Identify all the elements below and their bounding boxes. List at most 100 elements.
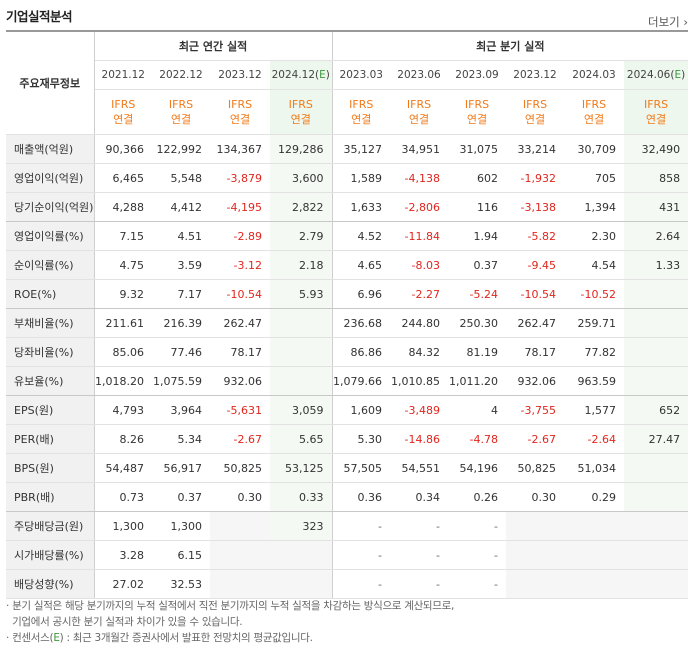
table-cell: -14.86 [390, 424, 449, 454]
ifrs-basis-header: IFRS 연결 [506, 89, 565, 135]
table-cell: 57,505 [332, 453, 391, 483]
table-cell: 27.02 [94, 569, 152, 599]
table-cell: 3.28 [94, 540, 152, 570]
row-label: 매출액(억원) [6, 134, 95, 164]
table-cell [564, 511, 625, 541]
table-cell: 77.82 [564, 337, 625, 367]
table-row: 영업이익(억원) 6,465 5,548 -3,879 3,600 1,589 -4,138… [6, 163, 689, 193]
footnote-3-prefix: · 컨센서스( [6, 632, 54, 644]
table-cell: 858 [624, 163, 689, 193]
table-cell [270, 308, 333, 338]
table-cell: 5.30 [332, 424, 391, 454]
table-cell: 652 [624, 395, 689, 425]
table-cell: 1,394 [564, 192, 625, 222]
group-annual-header: 최근 연간 실적 [94, 32, 333, 61]
more-link[interactable]: 더보기 › [648, 14, 688, 30]
ifrs-label: IFRS [227, 98, 253, 111]
row-label: 배당성향(%) [6, 569, 95, 599]
ifrs-basis-header: IFRS 연결 [270, 89, 333, 135]
table-cell [624, 569, 689, 599]
table-cell [624, 540, 689, 570]
table-row: 영업이익률(%) 7.15 4.51 -2.89 2.79 4.52 -11.84 1.94-… [6, 221, 689, 251]
table-row: 부채비율(%) 211.61 216.39 262.47 236.68 244.80 250… [6, 308, 689, 338]
table-cell: 1,609 [332, 395, 391, 425]
table-cell: - [390, 540, 449, 570]
row-label: EPS(원) [6, 395, 95, 425]
table-cell: 53,125 [270, 453, 333, 483]
table-cell: - [332, 540, 391, 570]
table-cell: 4.52 [332, 221, 391, 251]
period-header: 2023.12 [506, 60, 565, 90]
table-cell: -10.54 [210, 279, 270, 309]
table-cell: 4.51 [152, 221, 210, 251]
table-row: 매출액(억원) 90,366 122,992 134,367 129,286 35,127… [6, 134, 689, 164]
table-cell: 4 [448, 395, 507, 425]
table-cell: 4,793 [94, 395, 152, 425]
table-cell: 90,366 [94, 134, 152, 164]
table-cell: 5.93 [270, 279, 333, 309]
ifrs-label: IFRS [406, 98, 432, 111]
table-cell: -2,806 [390, 192, 449, 222]
table-cell: 50,825 [210, 453, 270, 483]
period-header: 2024.03 [564, 60, 625, 90]
table-cell: - [448, 540, 507, 570]
ifrs-label: IFRS [168, 98, 194, 111]
period-header: 2023.12 [210, 60, 270, 90]
table-row: PBR(배) 0.73 0.37 0.30 0.33 0.36 0.34 0.26 0.30 0.… [6, 482, 689, 512]
table-cell: -10.52 [564, 279, 625, 309]
table-cell: 5.65 [270, 424, 333, 454]
period-header: 2023.03 [332, 60, 391, 90]
table-cell: 1,079.66 [332, 366, 391, 396]
table-cell [270, 540, 333, 570]
table-cell: -8.03 [390, 250, 449, 280]
table-cell: -1,932 [506, 163, 565, 193]
table-cell: 1,018.20 [94, 366, 152, 396]
table-cell: 1,633 [332, 192, 391, 222]
table-cell: 50,825 [506, 453, 565, 483]
ifrs-basis-header: IFRS 연결 [94, 89, 152, 135]
footnote-3-estimate-mark: E [53, 632, 60, 644]
row-label: BPS(원) [6, 453, 95, 483]
table-cell [210, 540, 270, 570]
group-quarter-header: 최근 분기 실적 [332, 32, 689, 61]
table-cell: 216.39 [152, 308, 210, 338]
table-cell: -2.64 [564, 424, 625, 454]
ifrs-basis-header: IFRS 연결 [448, 89, 507, 135]
ifrs-label: IFRS [111, 98, 136, 111]
footnotes: · 분기 실적은 해당 분기까지의 누적 실적에서 직전 분기까지의 누적 실적… [6, 598, 454, 646]
table-cell [624, 482, 689, 512]
table-cell [210, 569, 270, 599]
table-cell: - [332, 569, 391, 599]
table-cell: 2.18 [270, 250, 333, 280]
ifrs-basis-header: IFRS 연결 [564, 89, 625, 135]
period-header: 2023.09 [448, 60, 507, 90]
table-cell: 1.94 [448, 221, 507, 251]
ifrs-label: IFRS [464, 98, 490, 111]
section-title: 기업실적분석 [6, 9, 73, 24]
table-cell: 85.06 [94, 337, 152, 367]
table-cell: 2.64 [624, 221, 689, 251]
table-cell: 33,214 [506, 134, 565, 164]
table-row: 당좌비율(%) 85.06 77.46 78.17 86.86 84.32 81.19 78.… [6, 337, 689, 367]
table-cell [506, 511, 565, 541]
table-cell: 1,577 [564, 395, 625, 425]
table-cell: -9.45 [506, 250, 565, 280]
footnote-1: · 분기 실적은 해당 분기까지의 누적 실적에서 직전 분기까지의 누적 실적… [6, 600, 455, 612]
table-cell: 54,551 [390, 453, 449, 483]
table-cell: 0.34 [390, 482, 449, 512]
table-cell [564, 540, 625, 570]
table-cell: 3,964 [152, 395, 210, 425]
table-cell: 78.17 [506, 337, 565, 367]
table-cell: 0.33 [270, 482, 333, 512]
table-cell: 51,034 [564, 453, 625, 483]
table-cell: 8.26 [94, 424, 152, 454]
table-cell: 4,412 [152, 192, 210, 222]
table-cell: 431 [624, 192, 689, 222]
table-cell [270, 569, 333, 599]
table-cell: 116 [448, 192, 507, 222]
table-cell: 2.30 [564, 221, 625, 251]
table-cell: 4.65 [332, 250, 391, 280]
table-cell: 56,917 [152, 453, 210, 483]
table-cell: -3,879 [210, 163, 270, 193]
table-cell: 1,589 [332, 163, 391, 193]
